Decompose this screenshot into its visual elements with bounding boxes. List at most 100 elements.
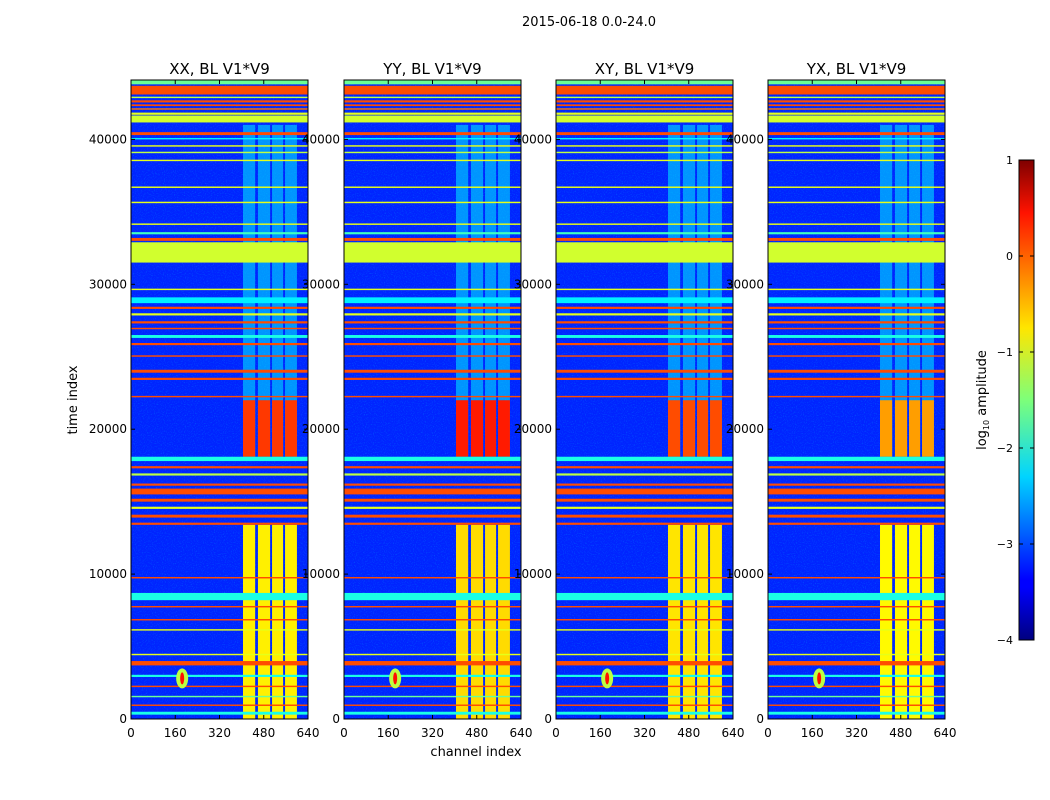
time-band bbox=[768, 685, 945, 688]
time-band bbox=[556, 483, 733, 486]
channel-streak bbox=[498, 124, 510, 457]
x-tick-label: 320 bbox=[845, 726, 868, 740]
channel-streak bbox=[456, 124, 469, 457]
time-band bbox=[344, 297, 521, 304]
x-axis-label: channel index bbox=[430, 745, 521, 760]
x-tick-label: 0 bbox=[764, 726, 772, 740]
time-band bbox=[768, 483, 945, 486]
time-band bbox=[344, 115, 521, 123]
time-band bbox=[768, 514, 945, 518]
time-band bbox=[556, 313, 733, 316]
channel-block bbox=[880, 400, 893, 457]
time-band bbox=[556, 115, 733, 123]
time-band bbox=[344, 100, 521, 103]
channel-bar bbox=[682, 524, 696, 719]
time-band bbox=[556, 619, 733, 621]
time-band bbox=[768, 704, 945, 706]
time-band bbox=[131, 96, 308, 99]
x-tick-label: 320 bbox=[208, 726, 231, 740]
time-band bbox=[556, 377, 733, 380]
time-band bbox=[344, 369, 521, 373]
channel-block bbox=[682, 400, 696, 457]
time-band bbox=[131, 104, 308, 107]
y-tick-label: 20000 bbox=[302, 422, 340, 436]
time-band bbox=[131, 151, 308, 154]
time-band bbox=[131, 522, 308, 525]
time-band bbox=[344, 685, 521, 688]
colorbar-tick-label: −1 bbox=[997, 346, 1013, 359]
time-band bbox=[556, 522, 733, 525]
time-band bbox=[768, 488, 945, 495]
time-band bbox=[344, 342, 521, 346]
channel-streak bbox=[880, 124, 893, 457]
time-band bbox=[131, 313, 308, 316]
time-band bbox=[131, 132, 308, 136]
time-band bbox=[768, 355, 945, 357]
channel-block bbox=[498, 400, 510, 457]
y-tick-label: 0 bbox=[332, 712, 340, 726]
time-band bbox=[131, 685, 308, 688]
channel-block bbox=[257, 400, 271, 457]
x-tick-label: 320 bbox=[421, 726, 444, 740]
time-band bbox=[344, 355, 521, 357]
time-band bbox=[344, 151, 521, 154]
heatmap-image bbox=[131, 80, 308, 719]
time-band bbox=[131, 695, 308, 698]
point-source bbox=[393, 672, 398, 685]
time-band bbox=[131, 201, 308, 204]
time-band bbox=[344, 85, 521, 95]
channel-block bbox=[456, 400, 469, 457]
time-band bbox=[344, 456, 521, 462]
time-band bbox=[131, 377, 308, 380]
channel-bar bbox=[470, 524, 484, 719]
time-band bbox=[768, 335, 945, 338]
time-band bbox=[344, 321, 521, 324]
channel-bar bbox=[909, 524, 921, 719]
time-band bbox=[768, 145, 945, 147]
time-band bbox=[556, 355, 733, 357]
time-band bbox=[768, 288, 945, 291]
time-band bbox=[131, 483, 308, 486]
time-band bbox=[344, 488, 521, 495]
time-band bbox=[344, 473, 521, 476]
x-tick-label: 160 bbox=[801, 726, 824, 740]
channel-streak bbox=[257, 124, 271, 457]
time-band bbox=[556, 201, 733, 204]
y-axis-label: time index bbox=[66, 365, 81, 434]
panel-title: XY, BL V1*V9 bbox=[595, 60, 695, 78]
time-band bbox=[131, 242, 308, 263]
point-source bbox=[180, 672, 185, 685]
heatmap-image bbox=[768, 80, 945, 719]
heatmap-image bbox=[344, 80, 521, 719]
time-band bbox=[768, 522, 945, 525]
channel-block bbox=[909, 400, 921, 457]
time-band bbox=[344, 104, 521, 107]
time-band bbox=[768, 695, 945, 698]
x-tick-label: 160 bbox=[164, 726, 187, 740]
y-tick-label: 0 bbox=[119, 712, 127, 726]
channel-streak bbox=[485, 124, 497, 457]
channel-block bbox=[697, 400, 709, 457]
time-band bbox=[768, 159, 945, 162]
channel-bar bbox=[257, 524, 271, 719]
y-tick-label: 10000 bbox=[89, 567, 127, 581]
channel-streak bbox=[710, 124, 722, 457]
time-band bbox=[556, 112, 733, 115]
y-tick-label: 30000 bbox=[514, 277, 552, 291]
time-band bbox=[768, 100, 945, 103]
time-band bbox=[344, 137, 521, 140]
channel-bar bbox=[243, 524, 256, 719]
channel-bar bbox=[710, 524, 722, 719]
time-band bbox=[556, 605, 733, 608]
x-tick-label: 640 bbox=[722, 726, 745, 740]
time-band bbox=[344, 145, 521, 147]
channel-block bbox=[668, 400, 681, 457]
heatmap-image bbox=[556, 80, 733, 719]
channel-bar bbox=[668, 524, 681, 719]
time-band bbox=[344, 466, 521, 469]
time-band bbox=[768, 395, 945, 398]
time-band bbox=[556, 335, 733, 338]
time-band bbox=[768, 223, 945, 225]
channel-streak bbox=[894, 124, 908, 457]
time-band bbox=[768, 321, 945, 324]
